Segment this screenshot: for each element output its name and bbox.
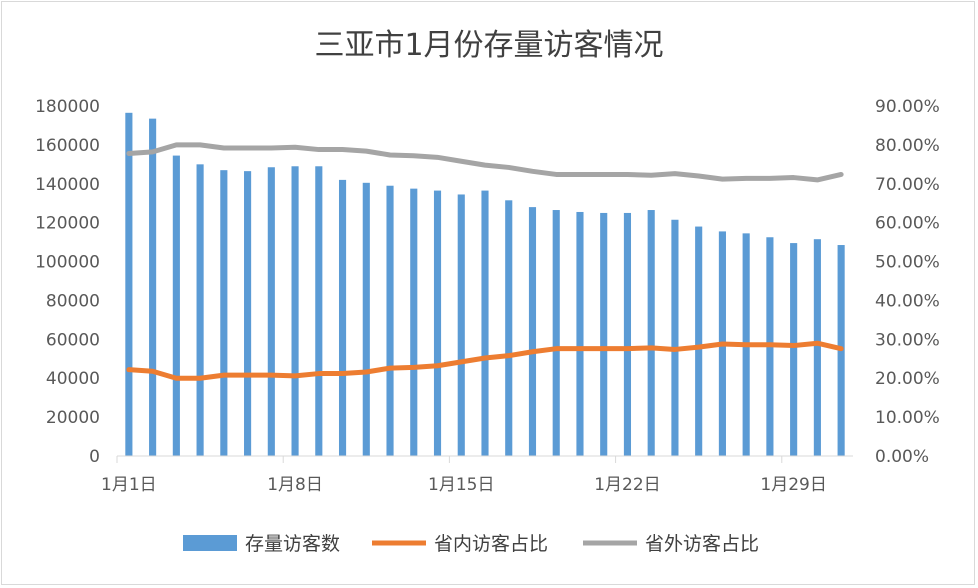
x-tick-label: 1月22日 — [594, 475, 660, 495]
plot-area: 0 20000 40000 60000 80000 100000 120000 140000 1… — [35, 97, 940, 495]
bar — [386, 185, 394, 456]
y-right-tick-label: 80.00% — [875, 136, 940, 156]
bar — [291, 166, 299, 456]
bar — [481, 190, 489, 457]
y-right-tick-label: 40.00% — [875, 291, 940, 311]
y-left-tick-label: 40000 — [46, 369, 100, 389]
bar — [552, 210, 560, 456]
y-right-tick-label: 20.00% — [875, 369, 940, 389]
legend-label: 存量访客数 — [245, 533, 340, 555]
y-right-tick-label: 90.00% — [875, 97, 940, 117]
x-tick-label: 1月15日 — [428, 475, 494, 495]
legend-label: 省内访客占比 — [434, 533, 548, 555]
bar — [813, 239, 821, 456]
y-left-tick-label: 180000 — [35, 97, 100, 117]
y-right-tick-label: 0.00% — [875, 447, 929, 467]
legend: 存量访客数 省内访客占比 省外访客占比 — [183, 533, 759, 555]
y-left-tick-label: 0 — [89, 447, 100, 467]
y-left-tick-label: 20000 — [46, 408, 100, 428]
bar — [315, 166, 323, 456]
legend-label: 省外访客占比 — [645, 533, 759, 555]
bar — [125, 112, 133, 457]
bar — [695, 226, 703, 456]
series-line — [126, 340, 844, 381]
y-left-tick-label: 100000 — [35, 253, 100, 273]
y-left-tick-label: 120000 — [35, 214, 100, 234]
chart-title: 三亚市1月份存量访客情况 — [314, 28, 663, 63]
bar — [600, 212, 608, 456]
bar — [647, 210, 655, 456]
bar — [196, 164, 204, 457]
y-right-tick-label: 60.00% — [875, 214, 940, 234]
bar — [267, 167, 275, 456]
bar — [244, 171, 252, 456]
x-tick-label: 1月29日 — [760, 475, 826, 495]
x-tick-label: 1月8日 — [267, 475, 323, 495]
bar — [671, 219, 679, 456]
y-right-tick-label: 70.00% — [875, 175, 940, 195]
x-tick-label: 1月1日 — [101, 475, 157, 495]
bar — [790, 243, 798, 456]
bar — [149, 118, 157, 456]
bar — [576, 211, 584, 456]
y-right-tick-label: 10.00% — [875, 408, 940, 428]
bar — [623, 212, 632, 456]
y-left-tick-label: 160000 — [35, 136, 100, 156]
bar — [457, 194, 465, 456]
bar — [410, 188, 418, 456]
bar — [338, 179, 347, 456]
bar — [505, 200, 513, 456]
bar — [528, 207, 537, 456]
y-right-tick-label: 50.00% — [875, 253, 940, 273]
bar — [220, 170, 228, 456]
bar — [362, 182, 370, 457]
y-left-tick-label: 140000 — [35, 175, 100, 195]
y-left-tick-label: 60000 — [46, 330, 100, 350]
legend-swatch — [183, 535, 237, 551]
series-line — [126, 142, 844, 183]
y-right-tick-label: 30.00% — [875, 330, 940, 350]
y-left-tick-label: 80000 — [46, 291, 100, 311]
bar — [172, 155, 180, 457]
bar — [433, 190, 442, 457]
